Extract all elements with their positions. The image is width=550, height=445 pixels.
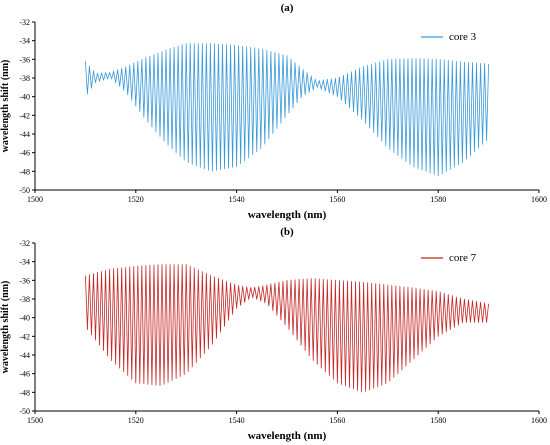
panel-label: (b) <box>280 226 294 238</box>
panel-label: (a) <box>281 2 294 14</box>
x-tick-label: 1580 <box>430 416 446 425</box>
series-line-1 <box>85 264 489 393</box>
x-tick-label: 1540 <box>229 416 245 425</box>
y-tick-label: -40 <box>19 314 30 323</box>
x-tick-label: 1520 <box>128 416 144 425</box>
x-axis-title: wavelength (nm) <box>248 430 327 442</box>
legend-label: core 7 <box>449 252 477 264</box>
y-tick-label: -32 <box>19 18 30 27</box>
y-tick-label: -44 <box>19 130 30 139</box>
x-axis-title: wavelength (nm) <box>248 209 327 221</box>
y-tick-label: -46 <box>19 149 30 158</box>
legend-label: core 3 <box>449 31 477 43</box>
chart-panel-1: (a) core 3 1500 1520 1540 1560 1580 1600 -50 -48 -… <box>0 2 547 221</box>
y-tick-label: -36 <box>19 276 30 285</box>
y-tick-label: -34 <box>19 37 30 46</box>
x-tick-label: 1600 <box>531 416 547 425</box>
x-tick-label: 1540 <box>229 195 245 204</box>
y-tick-label: -42 <box>19 111 30 120</box>
y-tick-label: -42 <box>19 332 30 341</box>
series-line-1 <box>85 43 489 177</box>
chart-panel-2: (b) core 7 1500 1520 1540 1560 1580 1600 -50 -48 -… <box>0 226 547 442</box>
y-tick-label: -32 <box>19 239 30 248</box>
y-tick-label: -48 <box>19 167 30 176</box>
y-tick-label: -38 <box>19 74 30 83</box>
y-tick-label: -50 <box>19 407 30 416</box>
y-tick-label: -36 <box>19 55 30 64</box>
x-tick-label: 1600 <box>531 195 547 204</box>
x-tick-label: 1500 <box>27 416 43 425</box>
y-axis-title: wavelength shift (nm) <box>0 281 11 374</box>
y-axis-title: wavelength shift (nm) <box>0 60 11 153</box>
y-tick-label: -44 <box>19 351 30 360</box>
x-tick-label: 1560 <box>329 195 345 204</box>
y-tick-label: -40 <box>19 93 30 102</box>
y-tick-label: -50 <box>19 186 30 195</box>
y-tick-label: -34 <box>19 258 30 267</box>
x-tick-label: 1580 <box>430 195 446 204</box>
y-tick-label: -38 <box>19 295 30 304</box>
x-tick-label: 1500 <box>27 195 43 204</box>
x-tick-label: 1520 <box>128 195 144 204</box>
y-tick-label: -46 <box>19 370 30 379</box>
x-tick-label: 1560 <box>329 416 345 425</box>
y-tick-label: -48 <box>19 388 30 397</box>
